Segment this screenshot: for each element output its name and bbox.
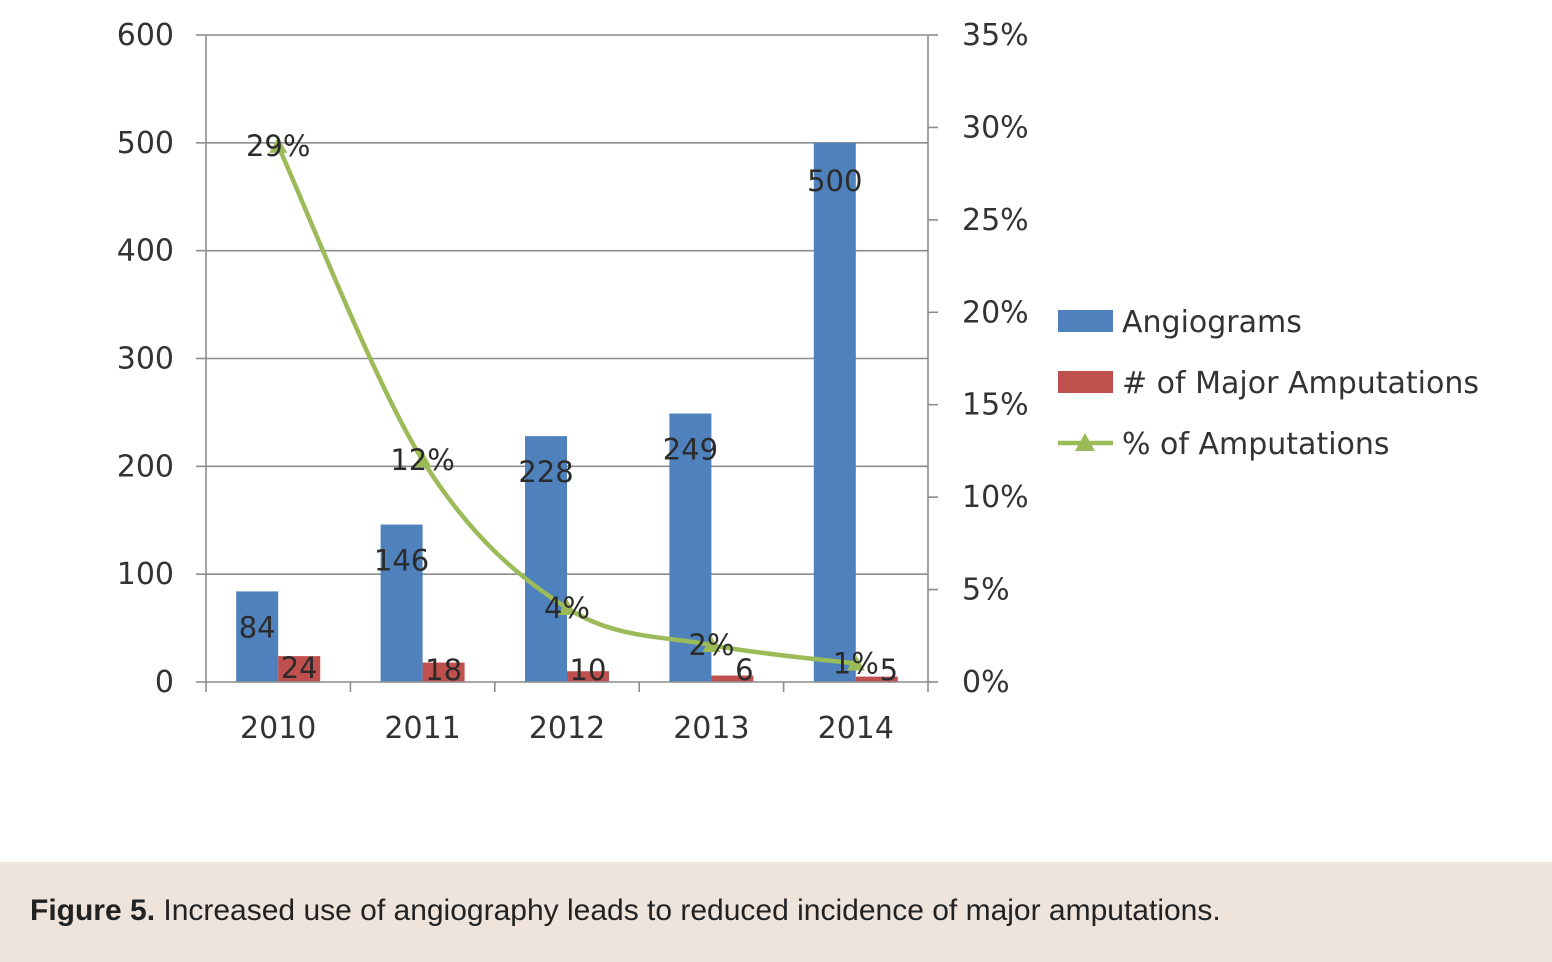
- legend-label: # of Major Amputations: [1122, 366, 1479, 401]
- figure-label: Figure 5.: [30, 894, 156, 927]
- amputations-percent-line: [276, 144, 857, 666]
- angiograms-data-label: 500: [807, 164, 862, 198]
- amputations-percent-data-label: 12%: [390, 443, 454, 477]
- angiograms-data-label: 146: [374, 544, 429, 578]
- major-amputations-data-label: 24: [281, 651, 318, 685]
- left-axis-tick-label: 600: [117, 18, 174, 53]
- right-axis-tick-label: 20%: [962, 295, 1029, 330]
- right-axis-tick-label: 30%: [962, 110, 1029, 145]
- angiograms-bar: [236, 591, 279, 682]
- major-amputations-data-label: 10: [570, 653, 607, 687]
- legend-label: % of Amputations: [1122, 427, 1390, 462]
- legend: Angiograms # of Major Amputations % of Amp…: [1058, 305, 1479, 462]
- x-axis-tick-label: 2014: [818, 711, 894, 746]
- angiograms-data-label: 84: [239, 610, 276, 644]
- chart-area: 0 100 200 300 400 500 600 0% 5% 10% 15% 20% 25% 30% 35…: [116, 18, 1479, 746]
- combo-chart: 0 100 200 300 400 500 600 0% 5% 10% 15% 20% 25% 30% 35…: [117, 18, 1479, 746]
- major-amputations-bar: [711, 675, 754, 682]
- bars-layer: [236, 142, 898, 683]
- x-axis-tick-label: 2012: [529, 711, 605, 746]
- left-axis-tick-label: 200: [117, 449, 174, 484]
- right-axis-tick-label: 5%: [962, 573, 1010, 608]
- legend-swatch-marker: [1075, 433, 1095, 451]
- left-axis-tick-label: 500: [117, 126, 174, 161]
- major-amputations-bar: [278, 656, 321, 682]
- x-axis-tick-label: 2010: [240, 711, 316, 746]
- amputations-percent-marker: [702, 636, 721, 653]
- x-axis-tick-label: 2013: [673, 711, 749, 746]
- angiograms-data-label: 228: [518, 455, 573, 489]
- figure-caption-text: Increased use of angiography leads to re…: [155, 894, 1221, 927]
- amputations-percent-marker: [269, 136, 288, 153]
- figure-caption-bar: [0, 862, 1552, 962]
- major-amputations-data-label: 6: [735, 653, 753, 687]
- amputations-percent-data-label: 29%: [246, 129, 310, 163]
- angiograms-bar: [669, 413, 712, 682]
- major-amputations-bar: [855, 676, 898, 682]
- axes-layer: 0 100 200 300 400 500 600 0% 5% 10% 15% 20% 25% 30% 35…: [117, 18, 1029, 746]
- figure-caption: Figure 5. Increased use of angiography l…: [30, 894, 1221, 928]
- grid-layer: [206, 34, 928, 575]
- angiograms-data-label: 249: [663, 432, 718, 466]
- amputations-percent-data-label: 2%: [688, 628, 734, 662]
- left-axis-tick-label: 300: [117, 342, 174, 377]
- amputations-percent-data-label: 1%: [833, 647, 879, 681]
- x-axis-tick-label: 2011: [384, 711, 460, 746]
- amputations-percent-marker: [413, 451, 432, 468]
- amputations-percent-marker: [846, 654, 865, 671]
- amputations-percent-marker: [558, 599, 576, 616]
- major-amputations-data-label: 18: [425, 653, 462, 687]
- right-axis-tick-label: 25%: [962, 203, 1029, 238]
- legend-swatch-angiograms: [1058, 310, 1113, 332]
- major-amputations-bar: [422, 662, 465, 682]
- right-axis-tick-label: 10%: [962, 480, 1029, 515]
- right-axis-tick-label: 15%: [962, 388, 1029, 423]
- angiograms-bar: [380, 524, 423, 682]
- major-amputations-bar: [567, 671, 609, 682]
- line-layer: [269, 136, 865, 671]
- legend-swatch-major-amputations: [1058, 371, 1113, 393]
- left-axis-tick-label: 100: [117, 557, 174, 592]
- major-amputations-data-label: 5: [880, 653, 898, 687]
- angiograms-bar: [525, 436, 567, 682]
- angiograms-bar: [813, 142, 856, 683]
- labels-layer: 84 146 228 249 500 24 18 10 6 5 29% 12% 4% 2% 1%: [239, 129, 898, 687]
- amputations-percent-data-label: 4%: [544, 591, 590, 625]
- right-axis-tick-label: 0%: [962, 665, 1010, 700]
- legend-label: Angiograms: [1122, 305, 1302, 340]
- left-axis-tick-label: 0: [155, 665, 174, 700]
- left-axis-tick-label: 400: [117, 234, 174, 269]
- right-axis-tick-label: 35%: [962, 18, 1029, 53]
